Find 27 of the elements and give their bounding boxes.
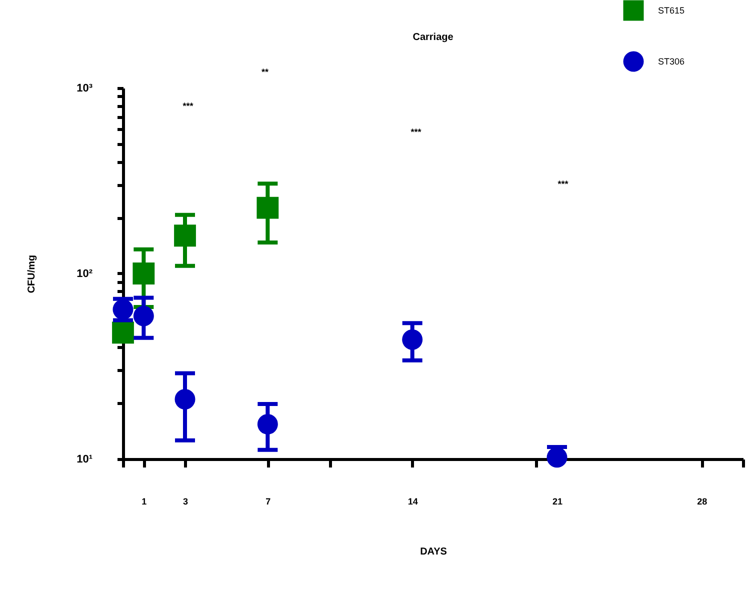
x-tick-label: 1 (142, 496, 147, 506)
x-tick-label: 3 (182, 496, 188, 506)
y-tick-label: 10¹ (76, 454, 93, 466)
legend-label: ST615 (658, 6, 685, 16)
x-tick-label: 28 (697, 496, 708, 506)
y-axis-title: CFU/mg (26, 254, 38, 294)
point (256, 196, 279, 219)
y-tick-label: 10² (76, 268, 93, 280)
point (112, 322, 134, 344)
annotation: *** (558, 179, 569, 189)
x-axis-title: DAYS (420, 546, 448, 558)
point (402, 329, 423, 350)
y-tick-label: 10³ (76, 82, 93, 94)
chart-title: Carriage (412, 32, 454, 43)
point (133, 306, 154, 326)
annotation: *** (182, 101, 194, 111)
point (174, 224, 196, 247)
x-tick-label: 7 (266, 496, 271, 506)
point (174, 389, 196, 410)
text: ** (261, 67, 269, 77)
point (257, 414, 278, 434)
point (132, 262, 155, 284)
legend-label: ST306 (658, 56, 685, 66)
point (546, 447, 568, 468)
x-tick-label: 21 (552, 496, 563, 506)
x-tick-label: 14 (408, 496, 418, 506)
annotation: *** (410, 127, 422, 137)
